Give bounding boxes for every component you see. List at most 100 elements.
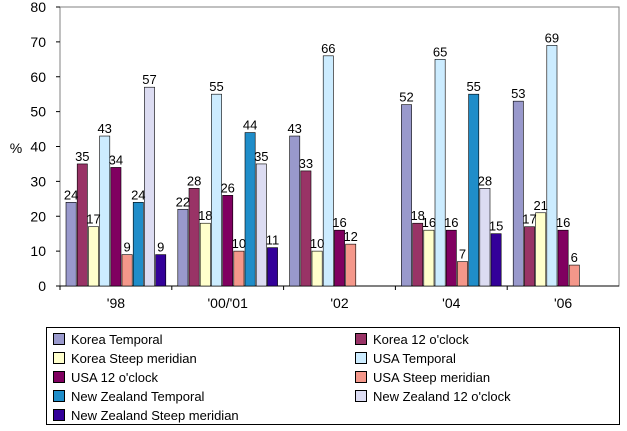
legend-label: USA Steep meridian	[373, 369, 491, 385]
data-label: 22	[176, 194, 190, 209]
bar-chart: 0 10 20 30 40 50 60 70 80 '98 '00/'01 '02 '04 '06 24 3…	[10, 0, 620, 311]
data-label: 18	[410, 208, 424, 223]
y-axis-label: %	[10, 140, 22, 156]
legend-swatch	[53, 409, 65, 421]
bar	[334, 229, 345, 287]
y-tick-label: 10	[30, 243, 46, 259]
data-label: 10	[232, 236, 246, 251]
bar	[222, 195, 234, 287]
data-label: 44	[243, 118, 257, 133]
bar	[211, 93, 222, 287]
bar	[546, 45, 558, 287]
x-tick-label: '02	[330, 295, 348, 311]
legend-label: Korea Temporal	[71, 331, 163, 347]
legend-label: USA Temporal	[373, 350, 456, 366]
data-label: 53	[511, 86, 525, 101]
data-label: 65	[433, 44, 447, 59]
y-tick-label: 20	[30, 208, 46, 224]
bar	[199, 222, 211, 287]
bar	[65, 202, 77, 287]
legend-swatch	[53, 371, 65, 383]
data-label: 16	[444, 215, 458, 230]
data-label: 24	[64, 187, 78, 202]
bar	[144, 86, 155, 287]
data-label: 28	[187, 173, 201, 188]
data-label: 17	[86, 212, 100, 227]
data-label: 16	[556, 215, 570, 230]
legend-swatch	[355, 371, 367, 383]
legend-label: New Zealand Temporal	[71, 388, 205, 404]
bar	[535, 212, 547, 287]
data-label: 66	[321, 41, 335, 56]
bar	[479, 188, 491, 287]
data-label: 69	[545, 30, 559, 45]
bar	[300, 170, 312, 287]
bar	[345, 243, 357, 287]
bar	[311, 250, 323, 287]
x-tick-label: '00/'01	[208, 295, 249, 311]
bar	[233, 250, 245, 287]
data-label: 57	[142, 72, 156, 87]
legend-label: USA 12 o'clock	[71, 369, 159, 385]
legend-item: USA Steep meridian	[355, 369, 490, 385]
x-tick-label: '06	[554, 295, 572, 311]
bar	[468, 93, 480, 287]
legend-label: New Zealand 12 o'clock	[373, 388, 511, 404]
bar	[289, 135, 301, 287]
y-tick-label: 70	[30, 34, 46, 50]
data-label: 43	[287, 121, 301, 136]
y-tick-label: 30	[30, 173, 46, 189]
bar	[76, 163, 88, 287]
legend-swatch	[355, 390, 367, 402]
bar	[524, 226, 535, 287]
legend-item: USA 12 o'clock	[53, 369, 158, 385]
bar	[423, 229, 435, 287]
legend-swatch	[355, 352, 367, 364]
legend-item: New Zealand 12 o'clock	[355, 388, 511, 404]
legend-label: Korea 12 o'clock	[373, 331, 469, 347]
data-label: 34	[109, 152, 123, 167]
x-tick-label: '04	[442, 295, 460, 311]
data-label: 10	[310, 236, 324, 251]
y-tick-label: 80	[30, 0, 46, 15]
bar	[155, 254, 167, 287]
bar	[267, 247, 278, 287]
bar	[512, 100, 524, 287]
legend-item: USA Temporal	[355, 350, 456, 366]
data-label: 12	[343, 229, 357, 244]
y-tick-label: 0	[38, 278, 46, 294]
y-tick-label: 60	[30, 69, 46, 85]
data-label: 9	[157, 240, 164, 255]
data-label: 9	[123, 240, 130, 255]
bar	[401, 104, 412, 287]
legend-swatch	[53, 352, 65, 364]
bar	[188, 188, 200, 287]
data-label: 33	[299, 156, 313, 171]
bar	[457, 261, 468, 287]
data-label: 16	[422, 215, 436, 230]
legend-label: Korea Steep meridian	[71, 350, 197, 366]
bar	[322, 55, 334, 287]
data-label: 52	[399, 90, 413, 105]
y-tick-label: 50	[30, 104, 46, 120]
legend-label: New Zealand Steep meridian	[71, 407, 239, 423]
data-label: 24	[131, 187, 145, 202]
data-label: 43	[97, 121, 111, 136]
legend: Korea Temporal Korea 12 o'clock Korea Stee…	[46, 327, 620, 425]
bar	[177, 208, 189, 287]
data-label: 35	[254, 149, 268, 164]
data-label: 35	[75, 149, 89, 164]
legend-swatch	[53, 333, 65, 345]
legend-item: Korea Temporal	[53, 331, 163, 347]
data-label: 55	[209, 79, 223, 94]
bar	[110, 167, 122, 287]
data-label: 11	[266, 233, 280, 248]
bar	[490, 233, 502, 287]
data-label: 26	[220, 180, 234, 195]
legend-item: Korea Steep meridian	[53, 350, 197, 366]
bar	[121, 254, 133, 287]
data-label: 6	[571, 250, 578, 265]
data-label: 7	[459, 247, 466, 262]
bar	[99, 135, 111, 287]
legend-item: New Zealand Steep meridian	[53, 407, 239, 423]
